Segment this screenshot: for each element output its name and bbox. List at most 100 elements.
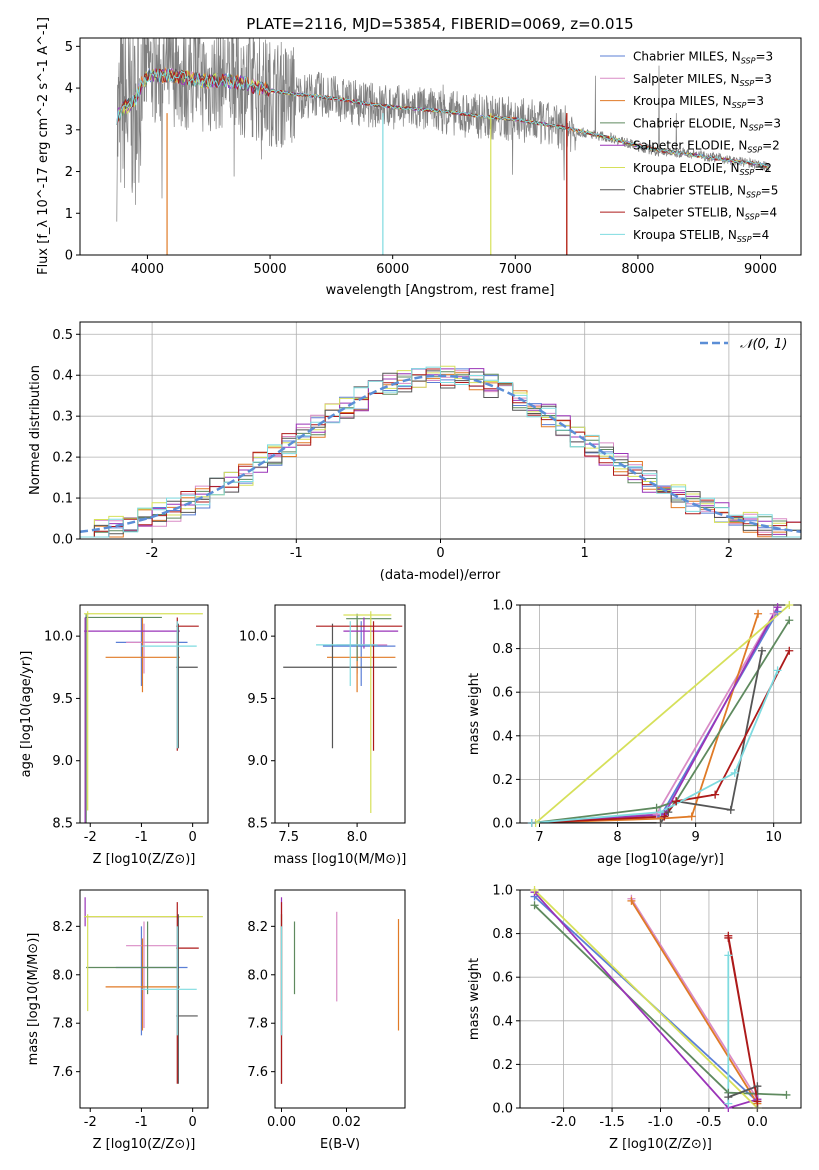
panel-residuals: -2 -1 0 1 2 0.0 0.1 0.2 0.3 0.4 0.5 𝒩(0, 1) (52, 321, 802, 561)
x-tick-label: 8000 (621, 262, 654, 277)
y-tick-label: 0.0 (492, 817, 513, 832)
xlabel-age_vs_mass: mass [log10(M/M⊙)] (274, 852, 407, 867)
legend-label: 𝒩(0, 1) (740, 337, 787, 352)
legend-count: =3 (746, 94, 764, 108)
weight-marker (753, 1097, 762, 1106)
y-tick-label: 0 (65, 249, 73, 264)
x-tick-label: 0.0 (747, 1115, 768, 1130)
y-tick-label: 0.3 (52, 410, 73, 425)
normal-reference-curve (80, 374, 801, 534)
legend-subscript: SSP (749, 123, 764, 132)
legend-label: Chabrier MILES, NSSP=3 (633, 50, 773, 66)
weight-marker (687, 812, 696, 821)
legend-count: =2 (754, 161, 772, 175)
x-tick-label: -2.0 (551, 1115, 576, 1130)
axes-frame (79, 604, 209, 824)
axes-frame (79, 37, 802, 256)
weight-marker (724, 951, 733, 960)
y-tick-label: 0.0 (52, 533, 73, 548)
x-tick-label: -0.5 (696, 1115, 721, 1130)
x-tick-label: -2 (84, 830, 97, 845)
legend-count: =5 (761, 183, 779, 197)
ylabel-mass_vs_Z: mass [log10(M/M⊙)] (26, 933, 41, 1066)
y-tick-label: 9.0 (52, 754, 73, 769)
ylabel-weight_vs_age: mass weight (467, 673, 482, 755)
spectrum-xlabel: wavelength [Angstrom, rest frame] (326, 283, 555, 298)
legend-count: =2 (762, 139, 780, 153)
x-tick-label: 1 (581, 546, 589, 561)
weight-marker (730, 768, 739, 777)
y-tick-label: 8.5 (52, 817, 73, 832)
y-tick-label: 5 (65, 40, 73, 55)
ylabel-weight_vs_Z: mass weight (467, 958, 482, 1040)
y-tick-label: 8.2 (52, 920, 73, 935)
legend-count: =3 (763, 116, 781, 130)
panel-mass_vs_Z: -2 -1 0 7.6 7.8 8.0 8.2 (52, 889, 209, 1130)
legend-subscript: SSP (732, 101, 747, 110)
legend-count: =3 (754, 72, 772, 86)
y-tick-label: 0.4 (52, 369, 73, 384)
panel-weight_vs_Z: -2.0 -1.5 -1.0 -0.5 0.0 0.0 0.2 0.4 0.6 0.8 1.0 (492, 884, 802, 1130)
x-tick-label: -1.0 (648, 1115, 673, 1130)
weight-line-salpeter-elodie (533, 891, 758, 1108)
y-tick-label: 0.6 (492, 971, 513, 986)
weight-line-kroupa-elodie (533, 890, 759, 1108)
weight-line-kroupa-miles (531, 613, 759, 823)
weight-marker (664, 808, 673, 817)
axes-frame (79, 889, 209, 1109)
y-tick-label: 2 (65, 165, 73, 180)
weight-marker (773, 666, 782, 675)
panel-age_vs_mass: 7.5 8.0 8.5 9.0 9.5 10.0 (239, 604, 406, 845)
legend-subscript: SSP (740, 168, 755, 177)
x-tick-label: 10 (765, 830, 782, 845)
legend-subscript: SSP (740, 79, 755, 88)
y-tick-label: 0.8 (492, 642, 513, 657)
panel-weight_vs_age: 7 8 9 10 0.0 0.2 0.4 0.6 0.8 1.0 (492, 599, 802, 845)
y-tick-label: 9.5 (247, 692, 268, 707)
weight-marker (757, 646, 766, 655)
weight-marker (754, 609, 763, 618)
weight-marker (711, 790, 720, 799)
residual-xlabel: (data-model)/error (380, 568, 501, 583)
x-tick-label: 6000 (376, 262, 409, 277)
legend-label: Salpeter ELODIE, NSSP=2 (633, 139, 780, 155)
y-tick-label: 10.0 (239, 630, 268, 645)
y-tick-label: 9.5 (52, 692, 73, 707)
y-tick-label: 0.8 (492, 927, 513, 942)
x-tick-label: -1 (135, 830, 148, 845)
weight-marker (769, 609, 778, 618)
plot-area-spectrum (116, 38, 770, 255)
spectrum-ylabel: Flux [f_λ 10^-17 erg cm^-2 s^-1 A^-1] (36, 17, 51, 275)
x-tick-label: 9000 (744, 262, 777, 277)
legend-label: Kroupa MILES, NSSP=3 (633, 94, 764, 110)
y-tick-label: 8.5 (247, 817, 268, 832)
plot-area-mass_vs_Z (84, 897, 203, 1084)
weight-marker (724, 1099, 733, 1108)
x-tick-label: -2 (84, 1115, 97, 1130)
weight-marker (656, 819, 665, 827)
y-tick-label: 7.6 (247, 1065, 268, 1080)
y-tick-label: 1.0 (492, 884, 513, 899)
y-tick-label: 9.0 (247, 754, 268, 769)
y-tick-label: 1.0 (492, 599, 513, 614)
y-tick-label: 1 (65, 207, 73, 222)
legend-count: =3 (755, 50, 773, 64)
weight-marker (785, 601, 794, 609)
y-tick-label: 7.8 (52, 1017, 73, 1032)
weight-line-kroupa-elodie (535, 605, 790, 823)
weight-marker (773, 603, 782, 612)
plot-area-age_vs_mass (283, 611, 403, 814)
y-tick-label: 8.0 (247, 968, 268, 983)
y-tick-label: 7.8 (247, 1017, 268, 1032)
spectrum-legend: Chabrier MILES, NSSP=3 Salpeter MILES, NS… (600, 50, 781, 244)
legend-label: Kroupa STELIB, NSSP=4 (633, 228, 769, 244)
y-tick-label: 0.4 (492, 729, 513, 744)
legend-label: Salpeter STELIB, NSSP=4 (633, 206, 777, 222)
xlabel-mass_vs_ebv: E(B-V) (320, 1137, 360, 1152)
legend-count: =4 (759, 206, 777, 220)
legend-subscript: SSP (747, 146, 762, 155)
y-tick-label: 0.4 (492, 1014, 513, 1029)
